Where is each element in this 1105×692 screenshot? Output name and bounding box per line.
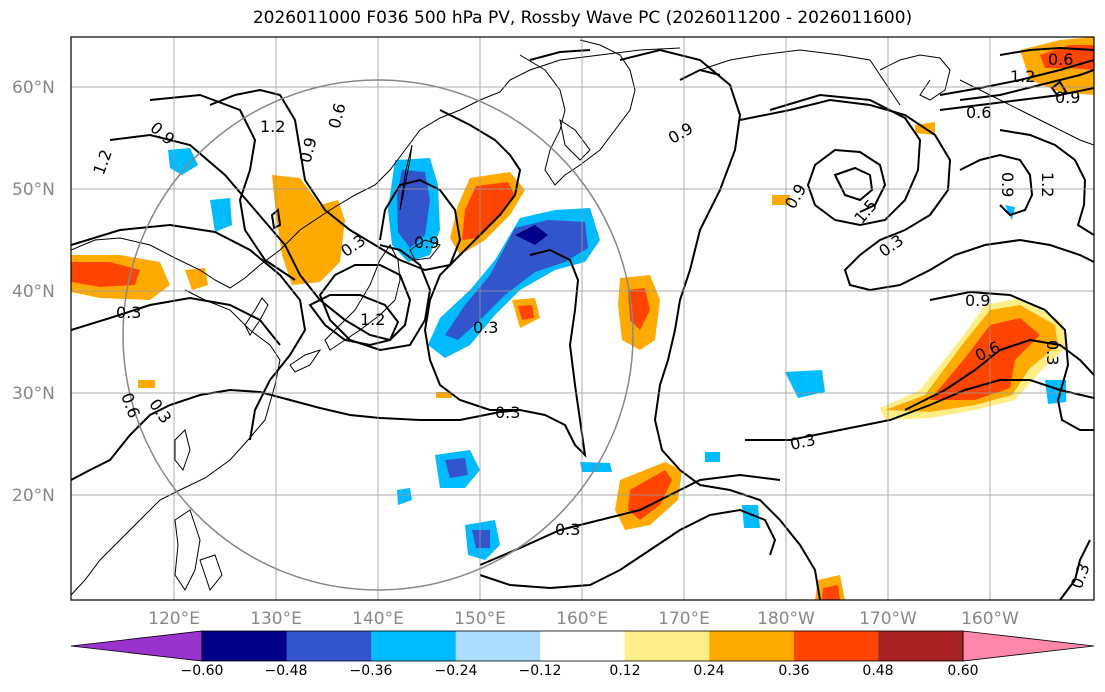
graticule [71, 37, 1094, 600]
lat-label: 30°N [12, 384, 55, 404]
plot-frame [70, 36, 1095, 601]
contour-label: 0.9 [1055, 88, 1080, 107]
contour-label: 0.6 [966, 103, 991, 122]
colorbar-tick-label: 0.24 [693, 663, 724, 679]
lon-label: 140°E [352, 609, 404, 629]
colorbar-tick-label: −0.48 [265, 663, 308, 679]
colorbar-tick-label: 0.36 [778, 663, 809, 679]
contour-label: 0.9 [965, 291, 990, 310]
colorbar-tick-label: 0.60 [947, 663, 978, 679]
contour-labels: 1.2 0.9 0.6 0.9 1.2 0.3 0.9 1.2 0.3 0.3 … [89, 50, 1093, 591]
colorbar-segment [455, 631, 541, 661]
latitude-labels: 60°N 50°N 40°N 30°N 20°N [12, 78, 55, 506]
colorbar-tick-label: −0.12 [519, 663, 562, 679]
contour-label: 0.3 [555, 520, 580, 539]
contour-label: 0.3 [875, 231, 907, 261]
lat-label: 60°N [12, 78, 55, 98]
colorbar-segment [793, 631, 879, 661]
colorbar-segment [371, 631, 457, 661]
contour-label: 0.3 [145, 395, 175, 427]
lon-label: 120°E [148, 609, 200, 629]
colorbar-tick-label: −0.24 [435, 663, 478, 679]
contour-label: 1.2 [360, 310, 385, 329]
colorbar [70, 630, 1095, 662]
colorbar-outline [201, 630, 964, 662]
contour-label: 0.9 [296, 135, 321, 165]
map-title: 2026011000 F036 500 hPa PV, Rossby Wave … [252, 8, 913, 28]
pv-contours [71, 46, 1094, 600]
contour-label: 0.6 [325, 101, 350, 131]
lat-label: 40°N [12, 282, 55, 302]
lon-label: 180°W [757, 609, 815, 629]
lon-label: 160°W [961, 609, 1019, 629]
map-plot-area: 1.2 0.9 0.6 0.9 1.2 0.3 0.9 1.2 0.3 0.3 … [71, 37, 1094, 600]
contour-label: 0.3 [1043, 340, 1062, 365]
radius-circle [122, 79, 634, 591]
lon-label: 170°E [658, 609, 710, 629]
contour-label: 0.3 [495, 403, 520, 422]
colorbar-extend-low [70, 630, 203, 662]
contour-label: 0.6 [1048, 50, 1073, 69]
contour-label: 1.2 [1010, 67, 1035, 86]
colorbar-segment [286, 631, 372, 661]
contour-label: 0.3 [473, 318, 498, 337]
longitude-labels: 120°E 130°E 140°E 150°E 160°E 170°E 180°… [148, 609, 1019, 629]
contour-label: 0.9 [665, 118, 697, 147]
contour-label: 0.6 [117, 390, 144, 420]
lon-label: 150°E [454, 609, 506, 629]
pv-anomaly-shading [71, 37, 1094, 600]
colorbar-segment [878, 631, 964, 661]
lat-label: 20°N [12, 486, 55, 506]
colorbar-segment [540, 631, 626, 661]
contour-label: 0.9 [998, 172, 1017, 197]
contour-label: 1.2 [89, 147, 116, 177]
contour-label: 0.3 [116, 303, 141, 322]
colorbar-segment [624, 631, 710, 661]
colorbar-segment [202, 631, 288, 661]
contour-label: 0.9 [781, 181, 810, 213]
colorbar-tick-label: −0.60 [181, 663, 224, 679]
contour-label: 0.3 [1067, 561, 1094, 591]
colorbar-tick-label: −0.36 [350, 663, 393, 679]
lon-label: 160°E [556, 609, 608, 629]
contour-label: 0.3 [788, 430, 817, 454]
contour-label: 0.9 [414, 233, 439, 252]
lat-label: 50°N [12, 180, 55, 200]
colorbar-tick-label: 0.12 [609, 663, 640, 679]
contour-label: 1.2 [260, 117, 285, 136]
colorbar-tick-labels: −0.60 −0.48 −0.36 −0.24 −0.12 0.12 0.24 … [181, 663, 979, 679]
lon-label: 170°W [859, 609, 917, 629]
colorbar-extend-high [962, 630, 1095, 662]
coastlines [71, 39, 1094, 596]
lon-label: 130°E [250, 609, 302, 629]
colorbar-segment [709, 631, 795, 661]
colorbar-tick-label: 0.48 [862, 663, 893, 679]
contour-label: 1.2 [1038, 172, 1057, 197]
